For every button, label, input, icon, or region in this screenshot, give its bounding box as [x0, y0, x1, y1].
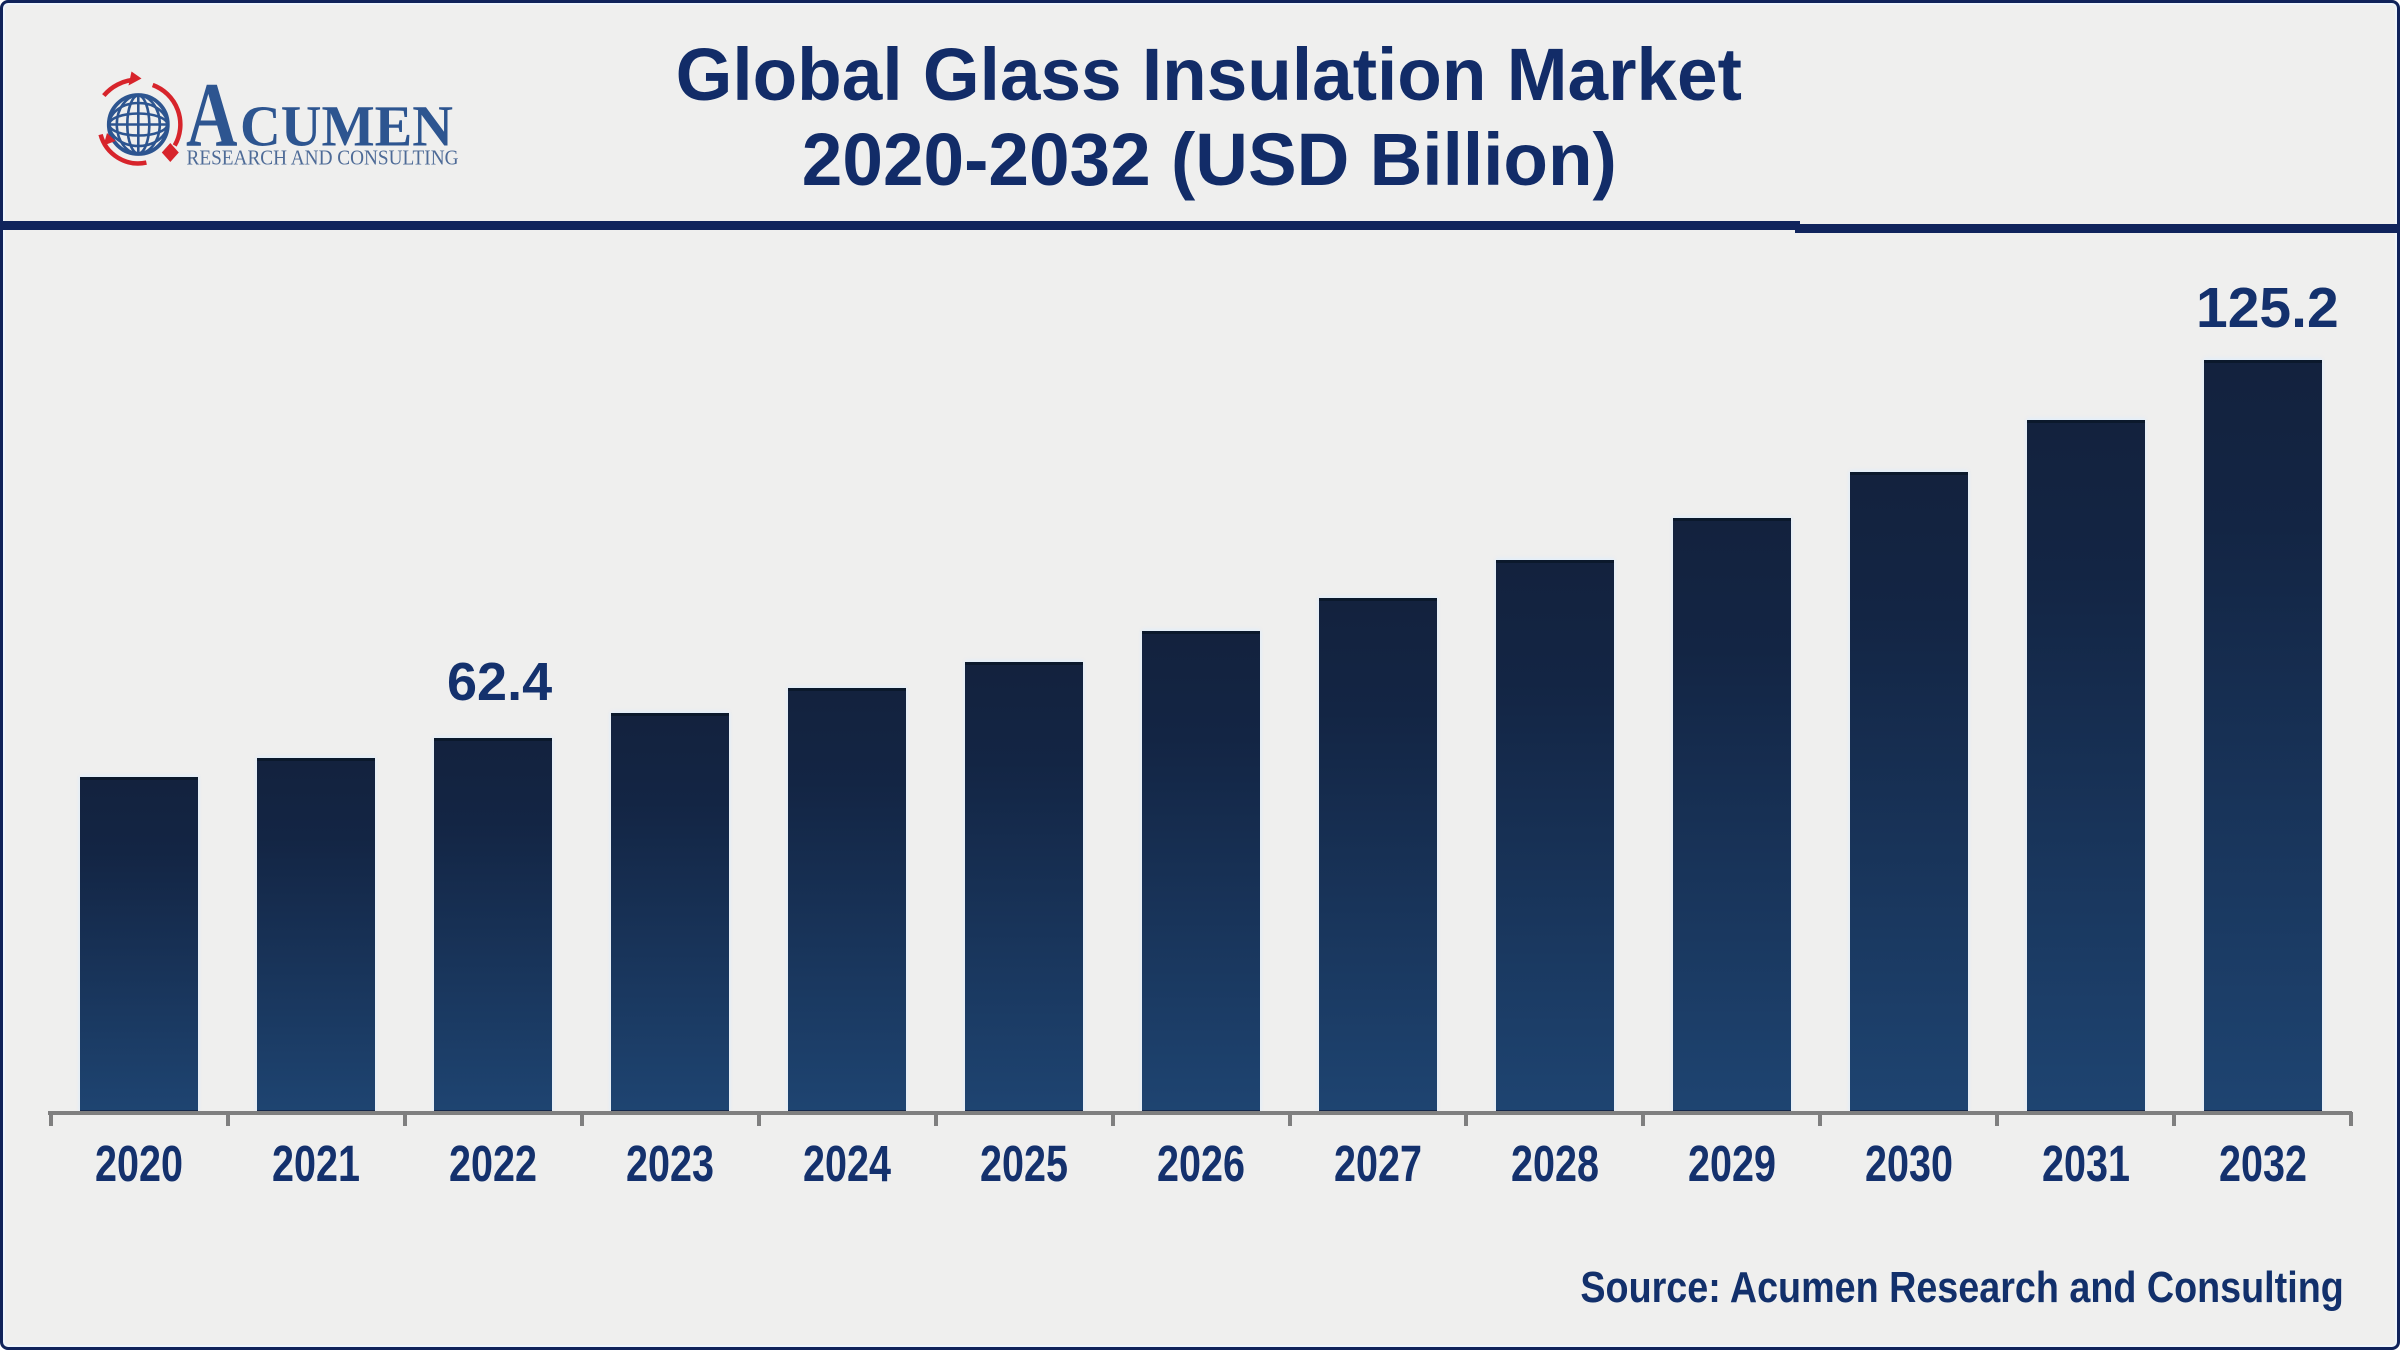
svg-text:RESEARCH AND CONSULTING: RESEARCH AND CONSULTING — [187, 146, 459, 170]
svg-text:CUMEN: CUMEN — [240, 94, 453, 159]
svg-text:A: A — [186, 64, 238, 166]
